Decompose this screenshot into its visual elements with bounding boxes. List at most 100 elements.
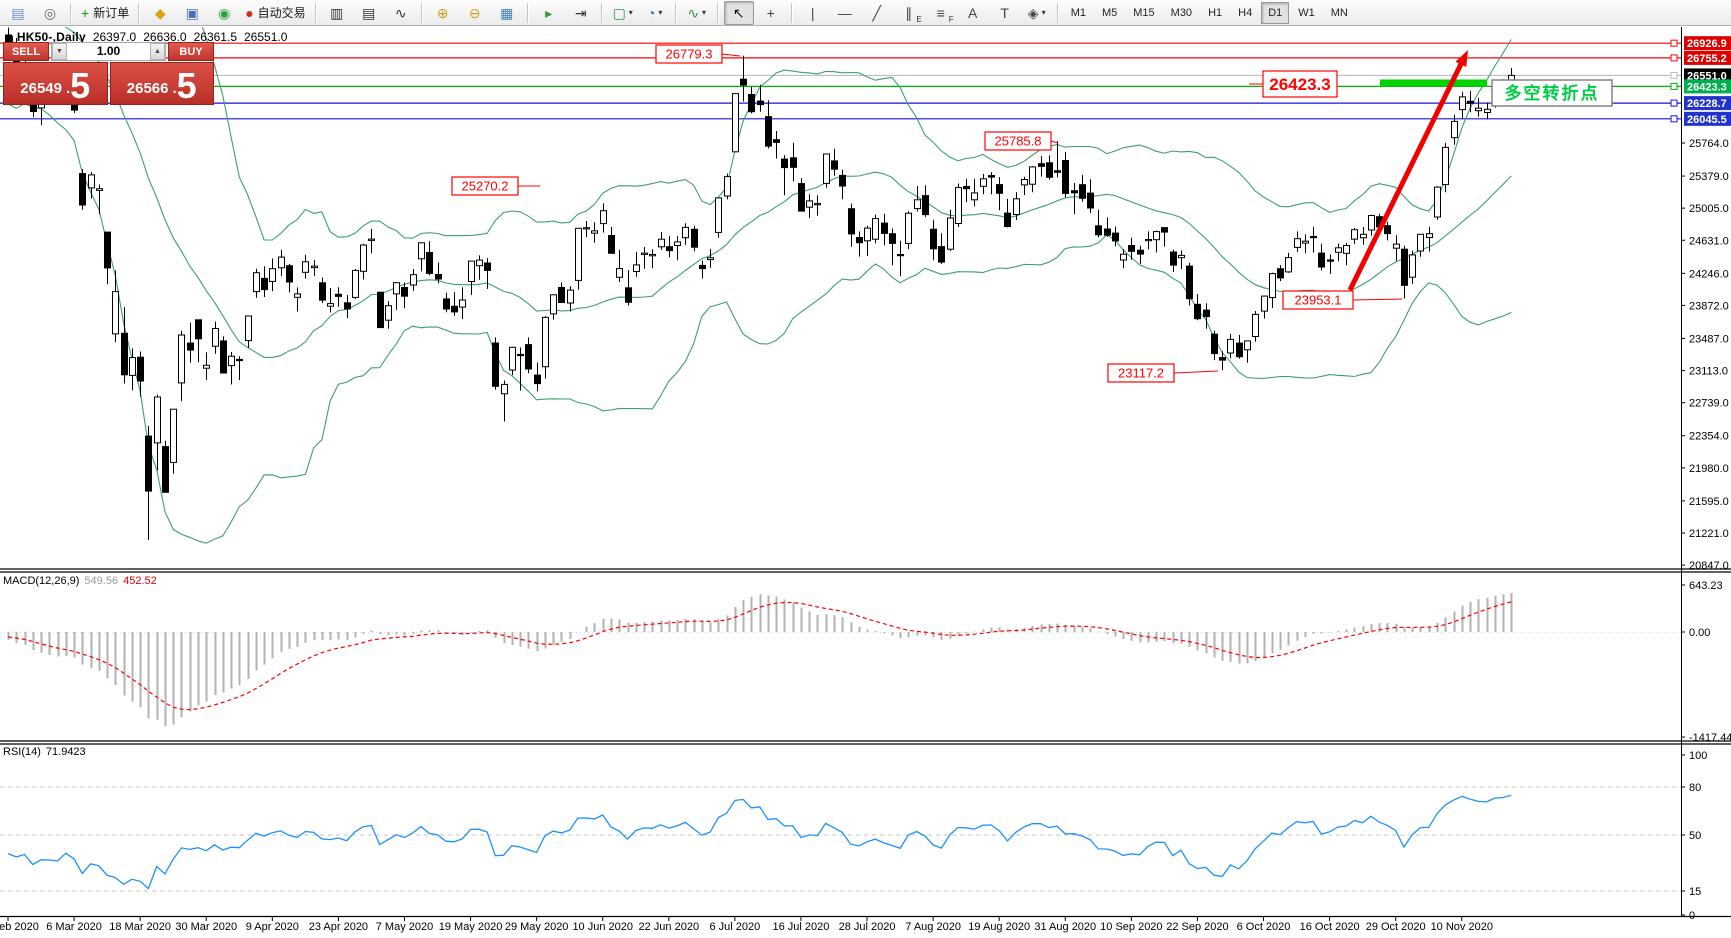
toolbar-button-bar-chart-mode[interactable]: ▥ xyxy=(322,1,352,25)
buy-price-display[interactable]: 26566. 5 xyxy=(109,62,214,107)
candle-body xyxy=(1261,295,1268,312)
toolbar-button-crosshair[interactable]: + xyxy=(756,1,786,25)
timeframe-m30[interactable]: M30 xyxy=(1170,6,1193,19)
volume-decrease-button[interactable]: ▼ xyxy=(52,43,67,60)
toolbar-button-cursor[interactable]: ↖ xyxy=(723,0,754,25)
toolbar-button-market-watch[interactable]: ◆ xyxy=(145,1,175,25)
timeframe-w1[interactable]: W1 xyxy=(1298,6,1315,19)
candle-body xyxy=(1384,225,1391,235)
toolbar-button-zoom-in[interactable]: ⊕ xyxy=(428,1,458,25)
volume-input[interactable]: 1.00 xyxy=(96,44,121,58)
candle-body xyxy=(484,262,491,271)
candle-body xyxy=(1277,268,1284,279)
fibonacci-subscript: F xyxy=(948,14,954,24)
candle-body xyxy=(707,257,714,261)
level-marker[interactable] xyxy=(1670,82,1678,90)
toolbar-button-data-window[interactable]: ◎ xyxy=(35,1,65,25)
timeframe-m5[interactable]: M5 xyxy=(1101,6,1118,19)
date-label: 10 Jun 2020 xyxy=(572,921,633,933)
candle-body xyxy=(335,293,342,297)
timeframe-d1[interactable]: D1 xyxy=(1261,1,1290,24)
buy-button[interactable]: BUY xyxy=(168,42,214,61)
vertical-line-icon: | xyxy=(810,4,815,21)
callout-connector xyxy=(1050,140,1059,144)
timeframe-m1[interactable]: M1 xyxy=(1070,6,1086,19)
callout-label-23117.2[interactable]: 23117.2 xyxy=(1107,363,1219,383)
candle-body xyxy=(823,153,830,184)
date-label: 10 Nov 2020 xyxy=(1431,921,1493,933)
toolbar-button-new-order[interactable]: + 新订单 xyxy=(77,1,133,25)
trend-arrow-line[interactable] xyxy=(1347,62,1464,292)
axis-price-label: 23113.0 xyxy=(1689,366,1728,378)
candle-body xyxy=(360,244,367,272)
candle-body xyxy=(1417,233,1424,252)
rsi-axis-label: 50 xyxy=(1689,830,1701,842)
toolbar-button-zoom-out[interactable]: ⊖ xyxy=(460,1,490,25)
candlestick-mode-icon: ▤ xyxy=(362,4,376,21)
trend-arrow-head[interactable] xyxy=(1455,50,1469,67)
toolbar-button-new-chart[interactable]: ▢ ▾ xyxy=(608,1,638,25)
timeframe-mn[interactable]: MN xyxy=(1330,6,1348,19)
toolbar-button-period-selector[interactable]: ◔ ▾ xyxy=(640,1,670,25)
candle-body xyxy=(583,227,590,230)
toolbar-button-indicators[interactable]: ∿ ▾ xyxy=(682,1,712,25)
toolbar-button-auto-trading[interactable]: ● 自动交易 xyxy=(241,1,309,25)
toolbar-button-signals[interactable]: ◉ xyxy=(209,1,239,25)
level-marker[interactable] xyxy=(1670,54,1678,62)
candle-body xyxy=(1004,212,1011,228)
toolbar-button-line-chart-mode[interactable]: ∿ xyxy=(386,1,416,25)
toolbar-button-auto-scroll[interactable]: ▸ xyxy=(534,1,564,25)
sell-button[interactable]: SELL xyxy=(3,42,49,61)
toolbar-button-equidistant-channel[interactable]: ∥ E xyxy=(894,1,924,25)
equidistant-channel-subscript: E xyxy=(916,14,922,24)
level-marker[interactable] xyxy=(1670,99,1678,107)
toolbar-button-chart-shift[interactable]: ⇥ xyxy=(566,1,596,25)
candle-body xyxy=(1360,233,1367,239)
toolbar-button-text-label[interactable]: T xyxy=(990,1,1020,25)
callout-text: 25270.2 xyxy=(462,179,509,194)
callout-label-25270.2[interactable]: 25270.2 xyxy=(451,176,540,196)
toolbar-button-fibonacci[interactable]: ≡ F xyxy=(926,1,956,25)
level-price-tag xyxy=(1684,50,1731,65)
toolbar-button-horizontal-line[interactable]: — xyxy=(830,1,860,25)
level-marker[interactable] xyxy=(1670,39,1678,47)
candle-body xyxy=(212,328,219,347)
callout-label-23953.1[interactable]: 23953.1 xyxy=(1282,290,1403,310)
timeframe-h1[interactable]: H1 xyxy=(1208,6,1223,19)
date-label: 30 Mar 2020 xyxy=(175,921,237,933)
callout-label-26423.3[interactable]: 26423.3 xyxy=(1249,70,1338,98)
toolbar-button-tile-windows[interactable]: ▦ xyxy=(492,1,522,25)
timeframe-m15[interactable]: M15 xyxy=(1133,6,1155,19)
note-box[interactable]: 多空转折点 xyxy=(1491,79,1613,107)
candle-body xyxy=(203,364,210,369)
candle-body xyxy=(658,238,665,248)
level-marker[interactable] xyxy=(1670,115,1678,123)
callout-label-26779.3[interactable]: 26779.3 xyxy=(655,44,741,64)
buy-price-pip: 5 xyxy=(176,65,197,107)
rsi-axis-label: 100 xyxy=(1689,750,1707,762)
candle-body xyxy=(269,268,276,282)
candle-body xyxy=(1318,252,1325,268)
toolbar-button-arrows[interactable]: ◈ ▾ xyxy=(1022,1,1052,25)
toolbar-button-navigator[interactable]: ▣ xyxy=(177,1,207,25)
volume-increase-button[interactable]: ▲ xyxy=(150,43,165,60)
candle-body xyxy=(1368,215,1375,231)
candle-body xyxy=(674,241,681,246)
candle-body xyxy=(757,100,764,106)
toolbar-button-text[interactable]: A xyxy=(958,1,988,25)
candle-body xyxy=(922,195,929,216)
timeframe-h4[interactable]: H4 xyxy=(1238,6,1253,19)
candle-body xyxy=(1211,333,1218,355)
candle-body xyxy=(178,334,185,384)
toolbar-button-candlestick-mode[interactable]: ▤ xyxy=(354,1,384,25)
toolbar-button-profile-window[interactable]: ▤ xyxy=(3,1,33,25)
callout-connector xyxy=(721,53,741,57)
sell-price-display[interactable]: 26549. 5 xyxy=(3,62,108,105)
toolbar-button-trendline[interactable]: ╱ xyxy=(862,1,892,25)
candle-body xyxy=(947,217,954,250)
level-marker[interactable] xyxy=(1670,71,1678,79)
callout-label-25785.8[interactable]: 25785.8 xyxy=(984,131,1059,151)
toolbar-button-vertical-line[interactable]: | xyxy=(798,1,828,25)
rsi-pane xyxy=(0,786,1681,892)
